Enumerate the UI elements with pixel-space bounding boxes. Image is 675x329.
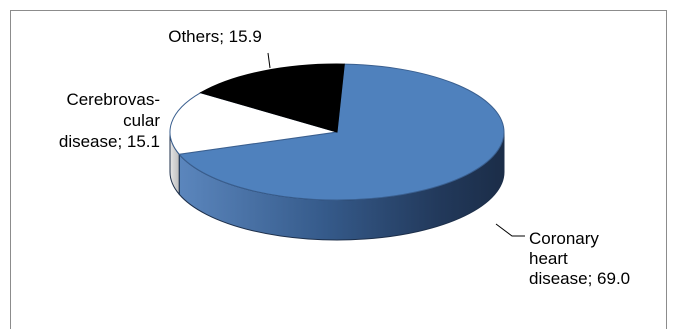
slice-label-1: Cerebrovas-cular disease; 15.1 xyxy=(59,90,160,151)
slice-label-2: Others; 15.9 xyxy=(168,27,262,46)
pie-slice-1 xyxy=(169,92,338,155)
leader-line-coronary xyxy=(495,223,525,237)
chart-frame xyxy=(10,10,667,329)
leader-line-others xyxy=(267,52,271,69)
pie-slice-2 xyxy=(199,63,345,133)
slice-label-0: Coronary heart disease; 69.0 xyxy=(529,229,630,288)
pie-slice-0 xyxy=(178,63,505,201)
